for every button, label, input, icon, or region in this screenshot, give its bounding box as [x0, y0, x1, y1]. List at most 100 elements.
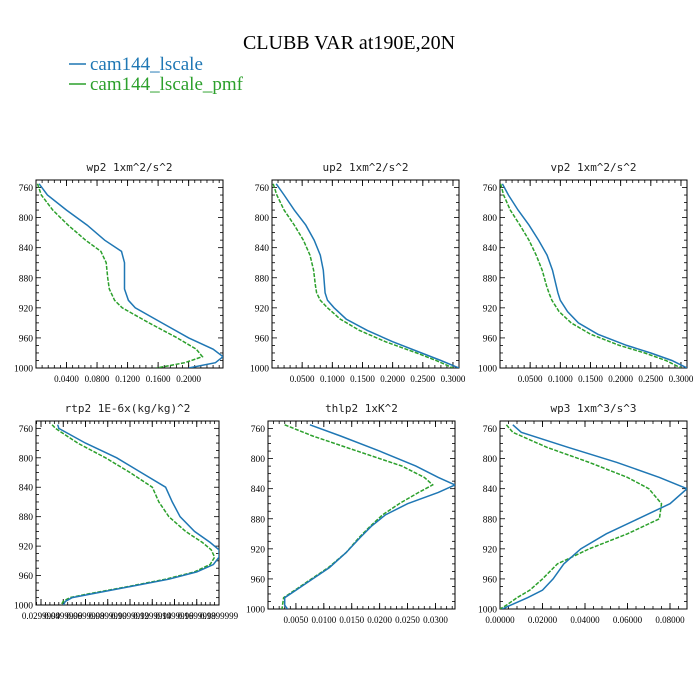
- y-tick-label: 760: [19, 184, 34, 194]
- y-tick-label: 920: [483, 304, 498, 314]
- y-tick-label: 960: [19, 334, 34, 344]
- y-tick-label: 760: [483, 184, 498, 194]
- y-tick-label: 1000: [478, 365, 497, 375]
- y-tick-label: 800: [19, 454, 34, 464]
- y-tick-label: 840: [251, 485, 266, 495]
- series-line-lscale-pmf: [281, 424, 434, 609]
- x-tick-label: 0.0300: [423, 615, 448, 625]
- y-tick-label: 880: [483, 515, 498, 525]
- y-tick-label: 760: [255, 184, 270, 194]
- panel-grid: wp2 1xm^2/s^2 760 800 840 880 920 960 1000 0.040…: [14, 161, 694, 625]
- x-tick-label: 0.1099999: [111, 611, 150, 621]
- x-tick-label: 0.0150: [339, 615, 364, 625]
- x-tick-label: 0.0400: [54, 374, 79, 384]
- x-tick-label: 0.0499999: [44, 611, 83, 621]
- series-line-lscale: [283, 424, 455, 609]
- x-tick-label: 0.1000: [320, 374, 345, 384]
- x-tick-label: 0.06000: [613, 615, 643, 625]
- x-tick-label: 0.1200: [115, 374, 140, 384]
- series-line-lscale-pmf: [500, 424, 663, 609]
- x-tick-label: 0.00000: [485, 615, 515, 625]
- x-tick-label: 0.0500: [518, 374, 543, 384]
- plot-frame: [499, 420, 688, 610]
- y-tick-label: 960: [483, 575, 498, 585]
- series-line-lscale: [38, 183, 223, 368]
- y-tick-label: 1000: [478, 606, 497, 616]
- y-tick-label: 960: [483, 334, 498, 344]
- y-tick-label: 1000: [250, 365, 269, 375]
- panel-6: wp3 1xm^3/s^3 760 800 840 880 920 960 10000.000…: [478, 402, 688, 625]
- y-tick-label: 920: [19, 543, 34, 553]
- x-tick-label: 0.2000: [176, 374, 201, 384]
- x-tick-label: 0.1600: [146, 374, 171, 384]
- x-tick-label: 0.0699999: [66, 611, 105, 621]
- x-tick-label: 0.0200: [367, 615, 392, 625]
- legend: cam144_lscale cam144_lscale_pmf: [69, 54, 244, 95]
- panel-title: rtp2 1E-6x(kg/kg)^2: [65, 402, 191, 415]
- series-line-lscale: [275, 183, 459, 368]
- y-tick-label: 800: [19, 214, 34, 224]
- y-tick-label: 840: [483, 244, 498, 254]
- x-tick-label: 0.1699999: [178, 611, 217, 621]
- y-tick-label: 920: [251, 545, 266, 555]
- panel-1: wp2 1xm^2/s^2 760 800 840 880 920 960 1000 0.040…: [14, 161, 224, 384]
- y-tick-label: 800: [483, 214, 498, 224]
- x-tick-label: 0.2000: [608, 374, 633, 384]
- y-tick-label: 1000: [246, 606, 265, 616]
- y-tick-label: 920: [19, 304, 34, 314]
- series-line-lscale-pmf: [51, 424, 216, 605]
- x-tick-label: 0.0299999: [22, 611, 61, 621]
- panel-title: wp3 1xm^3/s^3: [550, 402, 636, 415]
- panel-title: up2 1xm^2/s^2: [322, 161, 408, 174]
- plot-frame: [35, 179, 224, 369]
- y-tick-label: 800: [255, 214, 270, 224]
- x-tick-label: 0.1299999: [133, 611, 172, 621]
- x-tick-label: 0.0250: [395, 615, 420, 625]
- x-tick-label: 0.0100: [311, 615, 336, 625]
- panel-2: up2 1xm^2/s^2 760 800 840 880 920 960 1000 0.050…: [250, 161, 466, 384]
- series-line-lscale-pmf: [36, 183, 204, 368]
- series-line-lscale: [501, 424, 687, 609]
- plot-frame: [499, 179, 688, 369]
- y-tick-label: 920: [483, 545, 498, 555]
- x-tick-label: 0.1500: [578, 374, 603, 384]
- y-tick-label: 880: [255, 274, 270, 284]
- y-tick-label: 760: [483, 425, 498, 435]
- y-tick-label: 840: [19, 484, 34, 494]
- y-tick-label: 760: [251, 425, 266, 435]
- series-line-lscale-pmf: [500, 183, 682, 368]
- x-tick-label: 0.0800: [85, 374, 110, 384]
- y-tick-label: 840: [19, 244, 34, 254]
- x-tick-label: 0.2500: [410, 374, 435, 384]
- series-line-lscale: [501, 183, 687, 368]
- x-tick-label: 0.1899999: [200, 611, 239, 621]
- x-tick-label: 0.1500: [350, 374, 375, 384]
- panel-title: thlp2 1xK^2: [325, 402, 398, 415]
- legend-label-lscale: cam144_lscale: [90, 54, 203, 75]
- x-tick-label: 0.1499999: [155, 611, 194, 621]
- y-tick-label: 880: [483, 274, 498, 284]
- y-tick-label: 960: [255, 334, 270, 344]
- y-tick-label: 920: [255, 304, 270, 314]
- x-tick-label: 0.08000: [655, 615, 685, 625]
- plot-frame: [267, 420, 456, 610]
- y-tick-label: 880: [19, 274, 34, 284]
- y-tick-label: 800: [251, 455, 266, 465]
- x-tick-label: 0.2500: [638, 374, 663, 384]
- legend-label-lscale-pmf: cam144_lscale_pmf: [90, 74, 244, 95]
- y-tick-label: 880: [251, 515, 266, 525]
- x-tick-label: 0.3000: [669, 374, 694, 384]
- x-tick-label: 0.1000: [548, 374, 573, 384]
- series-line-lscale-pmf: [272, 183, 454, 368]
- y-tick-label: 1000: [14, 365, 33, 375]
- plot-frame: [271, 179, 460, 369]
- y-tick-label: 1000: [14, 602, 33, 612]
- x-tick-label: 0.0899999: [89, 611, 128, 621]
- figure-title: CLUBB VAR at190E,20N: [243, 32, 455, 54]
- y-tick-label: 960: [19, 572, 34, 582]
- plot-frame: [35, 420, 220, 606]
- panel-3: vp2 1xm^2/s^2 760 800 840 880 920 960 1000 0.050…: [478, 161, 694, 384]
- x-tick-label: 0.2000: [380, 374, 405, 384]
